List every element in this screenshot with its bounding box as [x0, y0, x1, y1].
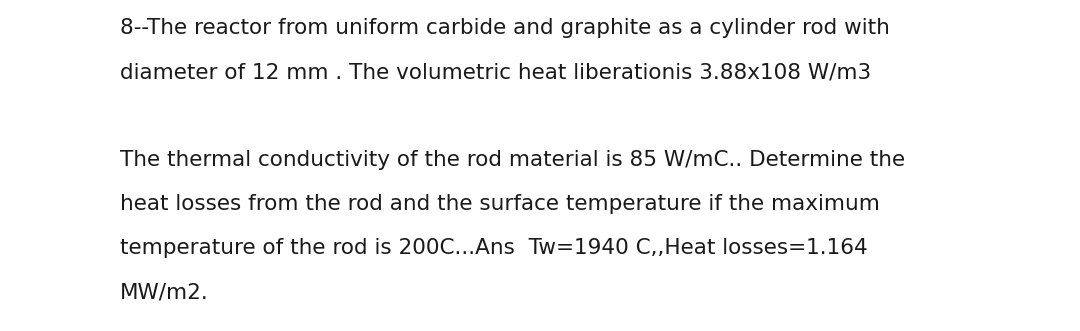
Text: The thermal conductivity of the rod material is 85 W/mC.. Determine the: The thermal conductivity of the rod mate… [120, 150, 905, 170]
Text: heat losses from the rod and the surface temperature if the maximum: heat losses from the rod and the surface… [120, 194, 880, 214]
Text: diameter of 12 mm . The volumetric heat liberationis 3.88x108 W/m3: diameter of 12 mm . The volumetric heat … [120, 62, 872, 82]
Text: 8--The reactor from uniform carbide and graphite as a cylinder rod with: 8--The reactor from uniform carbide and … [120, 18, 890, 38]
Text: temperature of the rod is 200C...Ans  Tw=1940 C,,Heat losses=1.164: temperature of the rod is 200C...Ans Tw=… [120, 238, 867, 258]
Text: MW/m2.: MW/m2. [120, 282, 208, 302]
